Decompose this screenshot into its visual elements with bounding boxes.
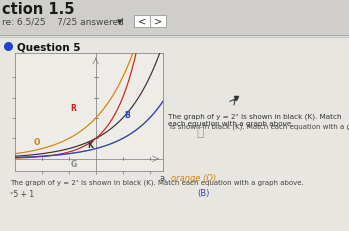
Text: re: 6.5/25    7/25 answered: re: 6.5/25 7/25 answered <box>2 17 124 26</box>
Text: The graph of y = 2ˣ is shown in black (K). Match each equation with a graph abov: The graph of y = 2ˣ is shown in black (K… <box>168 113 342 127</box>
Text: ▾: ▾ <box>117 17 123 27</box>
Bar <box>0 0 349 36</box>
Text: is shown in black (K). Match each equation with a graph above.: is shown in black (K). Match each equati… <box>170 123 349 130</box>
Bar <box>134 16 150 28</box>
Text: orange (O): orange (O) <box>171 173 216 182</box>
Text: G: G <box>71 159 77 168</box>
Text: K: K <box>87 140 93 149</box>
Text: ⌕: ⌕ <box>196 125 204 138</box>
Text: (B): (B) <box>197 188 209 197</box>
Text: <: < <box>138 17 146 27</box>
Bar <box>150 16 166 28</box>
Text: The graph of y = 2ˣ is shown in black (K). Match each equation with a graph abov: The graph of y = 2ˣ is shown in black (K… <box>10 179 304 186</box>
Text: a.: a. <box>160 173 168 182</box>
Text: >: > <box>154 17 162 27</box>
Text: B: B <box>124 110 129 119</box>
Text: ction 1.5: ction 1.5 <box>2 3 74 17</box>
Bar <box>15 54 163 171</box>
Text: O: O <box>33 137 40 146</box>
Text: Question 5: Question 5 <box>17 42 81 52</box>
Text: R: R <box>70 104 76 113</box>
Text: ˣ5 + 1: ˣ5 + 1 <box>10 189 34 198</box>
